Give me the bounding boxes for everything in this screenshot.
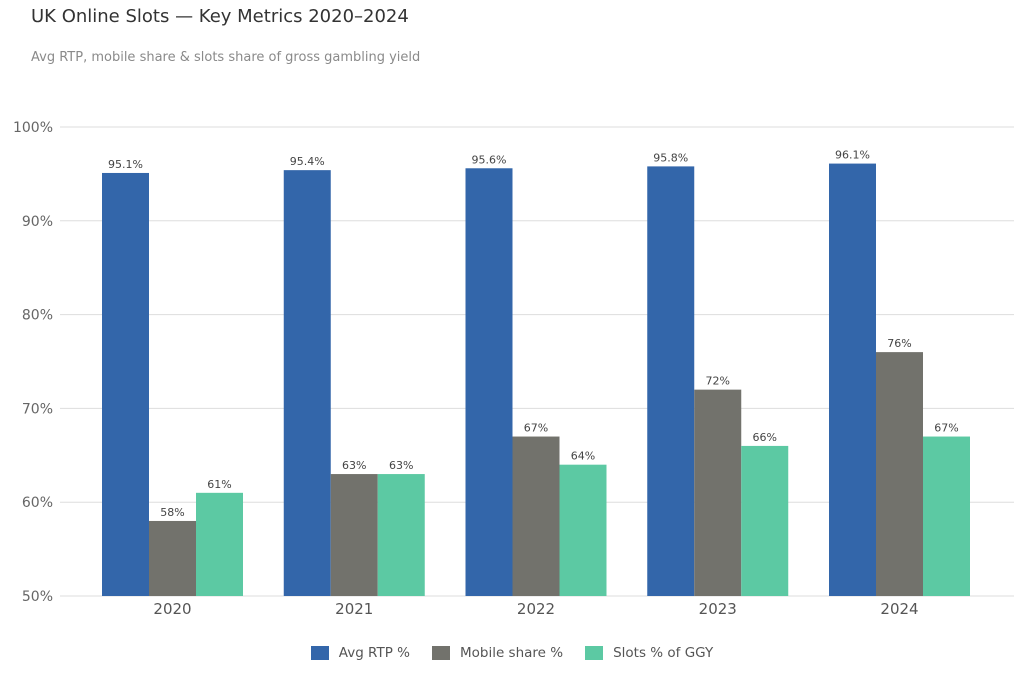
bar — [741, 445, 789, 596]
legend-swatch — [431, 646, 450, 660]
bar-chart: 95.1% 58% 61% 95.4% 63% 63% 95.6% 67% 64% 95.8% 72… — [13, 120, 1014, 618]
y-tick-label: 90% — [22, 214, 53, 230]
legend: Avg RTP % Mobile share % Slots % of GGY — [0, 645, 1024, 661]
legend-item-mobile-share[interactable]: Mobile share % — [431, 645, 564, 661]
data-label: 72% — [706, 375, 730, 388]
data-label: 95.6% — [472, 153, 507, 166]
legend-label: Slots % of GGY — [613, 645, 714, 661]
data-label: 96.1% — [835, 149, 870, 162]
chart-title: UK Online Slots — Key Metrics 2020–2024 — [31, 6, 409, 27]
x-tick-label: 2024 — [880, 600, 918, 618]
bar — [102, 172, 149, 596]
data-label: 58% — [160, 506, 184, 519]
legend-item-avg-rtp[interactable]: Avg RTP % — [310, 645, 410, 661]
legend-swatch — [585, 646, 604, 660]
data-label: 95.8% — [653, 151, 688, 164]
data-label: 95.4% — [290, 155, 325, 168]
bar — [829, 163, 876, 596]
bar — [559, 464, 607, 596]
bar — [330, 474, 378, 596]
legend-label: Avg RTP % — [338, 645, 410, 661]
x-tick-label: 2023 — [699, 600, 737, 618]
x-tick-label: 2022 — [517, 600, 555, 618]
data-labels: 95.1% 58% 61% 95.4% 63% 63% 95.6% 67% 64% 95.8% 72… — [108, 149, 959, 519]
bar — [647, 166, 695, 596]
data-label: 95.1% — [108, 158, 143, 171]
x-tick-label: 2020 — [153, 600, 191, 618]
data-label: 76% — [887, 337, 911, 350]
data-label: 63% — [389, 459, 413, 472]
legend-label: Mobile share % — [459, 645, 564, 661]
data-label: 67% — [524, 422, 548, 435]
y-tick-label: 70% — [22, 401, 53, 417]
data-label: 63% — [342, 459, 366, 472]
data-label: 67% — [934, 422, 958, 435]
y-tick-label: 50% — [22, 589, 53, 605]
bar — [465, 168, 513, 596]
data-label: 66% — [753, 431, 777, 444]
bars — [102, 163, 970, 596]
y-tick-label: 60% — [22, 495, 53, 511]
bar — [694, 389, 742, 596]
bar — [283, 170, 331, 596]
bar — [876, 352, 923, 596]
axis-labels: 50% 60% 70% 80% 90% 100% 2020 2021 2022 2023 2024 — [13, 120, 919, 618]
y-tick-label: 100% — [13, 120, 53, 136]
legend-swatch — [310, 646, 329, 660]
bar — [512, 436, 560, 596]
bar — [196, 492, 243, 596]
data-label: 61% — [207, 478, 231, 491]
x-tick-label: 2021 — [335, 600, 373, 618]
chart-subtitle: Avg RTP, mobile share & slots share of g… — [31, 50, 421, 65]
legend-item-slots-ggy[interactable]: Slots % of GGY — [585, 645, 713, 661]
bar — [377, 474, 425, 596]
data-label: 64% — [571, 450, 595, 463]
bar — [923, 436, 970, 596]
y-tick-label: 80% — [22, 308, 53, 324]
bar — [149, 520, 196, 596]
